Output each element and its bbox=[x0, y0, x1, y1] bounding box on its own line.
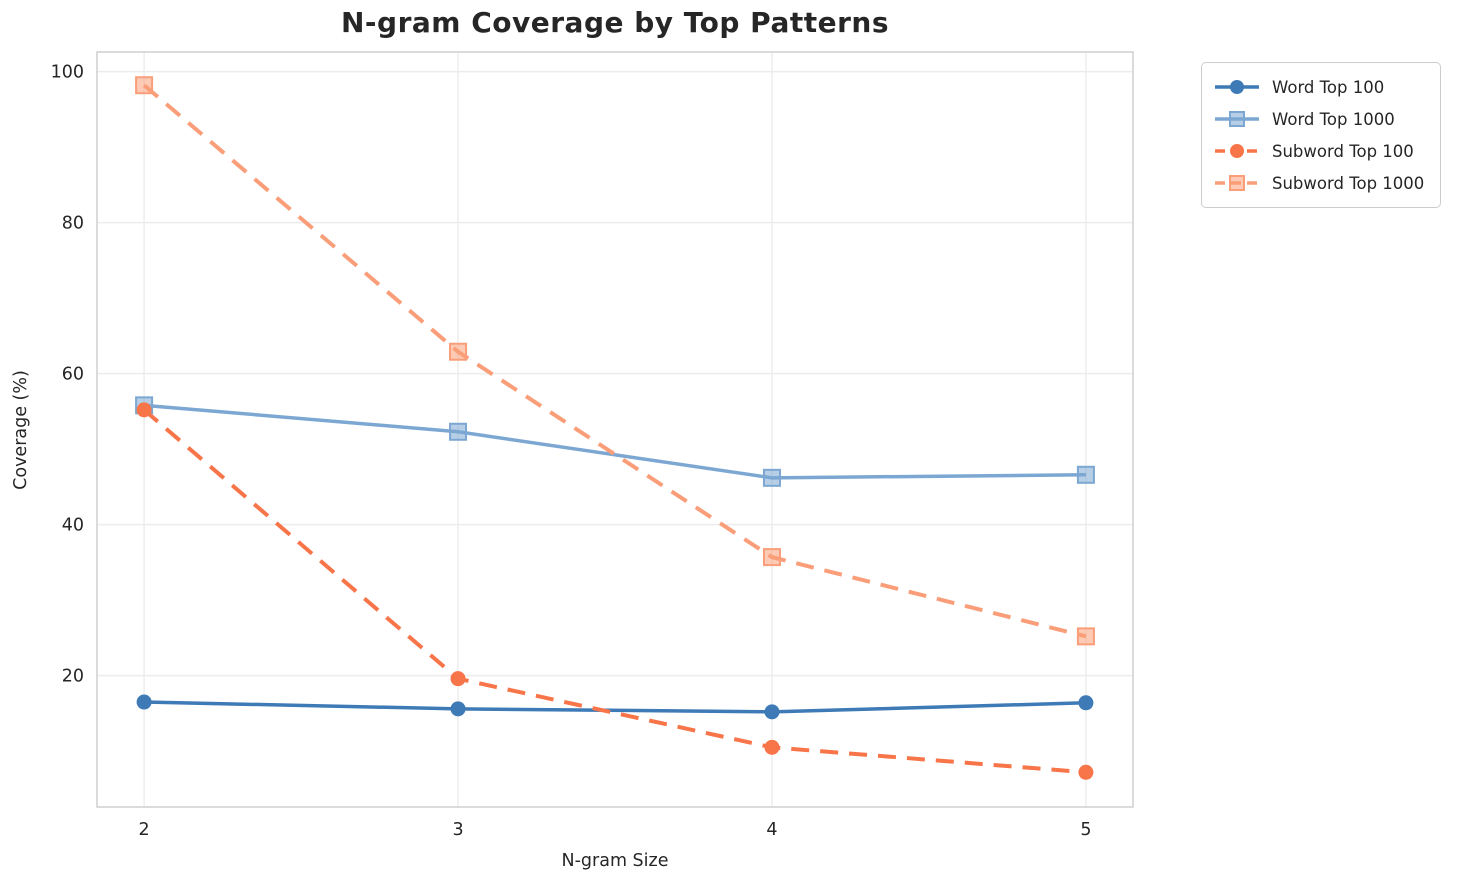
legend-label: Word Top 1000 bbox=[1272, 109, 1395, 129]
legend-sample-subword-top-100 bbox=[1215, 144, 1259, 158]
axes-spines bbox=[96, 51, 1134, 808]
legend-item-word-top-100: Word Top 100 bbox=[1213, 72, 1424, 102]
x-tick-label-5: 5 bbox=[1080, 820, 1091, 840]
marker-word-top-100-x4 bbox=[764, 704, 780, 720]
legend-sample-word-top-100 bbox=[1215, 80, 1259, 94]
legend-marker-word-top-100 bbox=[1230, 80, 1244, 94]
legend-sample-subword-top-1000 bbox=[1215, 175, 1259, 191]
marker-subword-top-1000-x3 bbox=[449, 342, 468, 361]
marker-word-top-1000-x3 bbox=[449, 422, 468, 441]
marker-subword-top-100-x4 bbox=[764, 739, 780, 755]
x-tick-label-3: 3 bbox=[452, 820, 463, 840]
series-line-word-top-100 bbox=[144, 700, 1086, 714]
legend-item-subword-top-1000: Subword Top 1000 bbox=[1213, 168, 1424, 198]
y-tick-label-40: 40 bbox=[62, 516, 84, 536]
series-line-word-top-1000 bbox=[143, 403, 1086, 480]
legend-label: Word Top 100 bbox=[1272, 77, 1385, 97]
legend-item-word-top-1000: Word Top 1000 bbox=[1213, 104, 1424, 134]
marker-subword-top-1000-x2 bbox=[135, 76, 154, 95]
legend: Word Top 100 Word Top 1000 Subword Top 100… bbox=[1201, 62, 1442, 208]
marker-word-top-100-x2 bbox=[136, 694, 152, 710]
marker-word-top-1000-x4 bbox=[762, 468, 781, 487]
marker-subword-top-100-x3 bbox=[450, 671, 466, 687]
legend-marker-word-top-1000 bbox=[1229, 111, 1245, 127]
legend-label: Subword Top 100 bbox=[1272, 141, 1414, 161]
marker-subword-top-100-x2 bbox=[136, 402, 152, 418]
series-line-subword-top-1000 bbox=[142, 83, 1087, 639]
series-line-subword-top-100 bbox=[142, 408, 1087, 775]
legend-marker-subword-top-1000 bbox=[1229, 175, 1245, 191]
x-tick-label-4: 4 bbox=[766, 820, 777, 840]
y-tick-label-80: 80 bbox=[62, 214, 84, 234]
x-tick-label-2: 2 bbox=[139, 820, 150, 840]
marker-subword-top-1000-x4 bbox=[762, 548, 781, 567]
marker-word-top-100-x5 bbox=[1078, 695, 1094, 711]
y-tick-label-60: 60 bbox=[62, 365, 84, 385]
marker-word-top-100-x3 bbox=[450, 701, 466, 717]
y-tick-label-100: 100 bbox=[51, 63, 84, 83]
marker-subword-top-100-x5 bbox=[1078, 764, 1094, 780]
x-axis-label: N-gram Size bbox=[561, 851, 669, 871]
legend-sample-word-top-1000 bbox=[1215, 111, 1259, 127]
marker-word-top-1000-x5 bbox=[1076, 465, 1095, 484]
legend-item-subword-top-100: Subword Top 100 bbox=[1213, 136, 1424, 166]
y-tick-label-20: 20 bbox=[62, 667, 84, 687]
legend-marker-subword-top-100 bbox=[1230, 144, 1244, 158]
chart-title: N-gram Coverage by Top Patterns bbox=[340, 6, 890, 39]
legend-label: Subword Top 1000 bbox=[1272, 173, 1425, 193]
marker-subword-top-1000-x5 bbox=[1076, 627, 1095, 646]
y-axis-label: Coverage (%) bbox=[11, 370, 31, 490]
